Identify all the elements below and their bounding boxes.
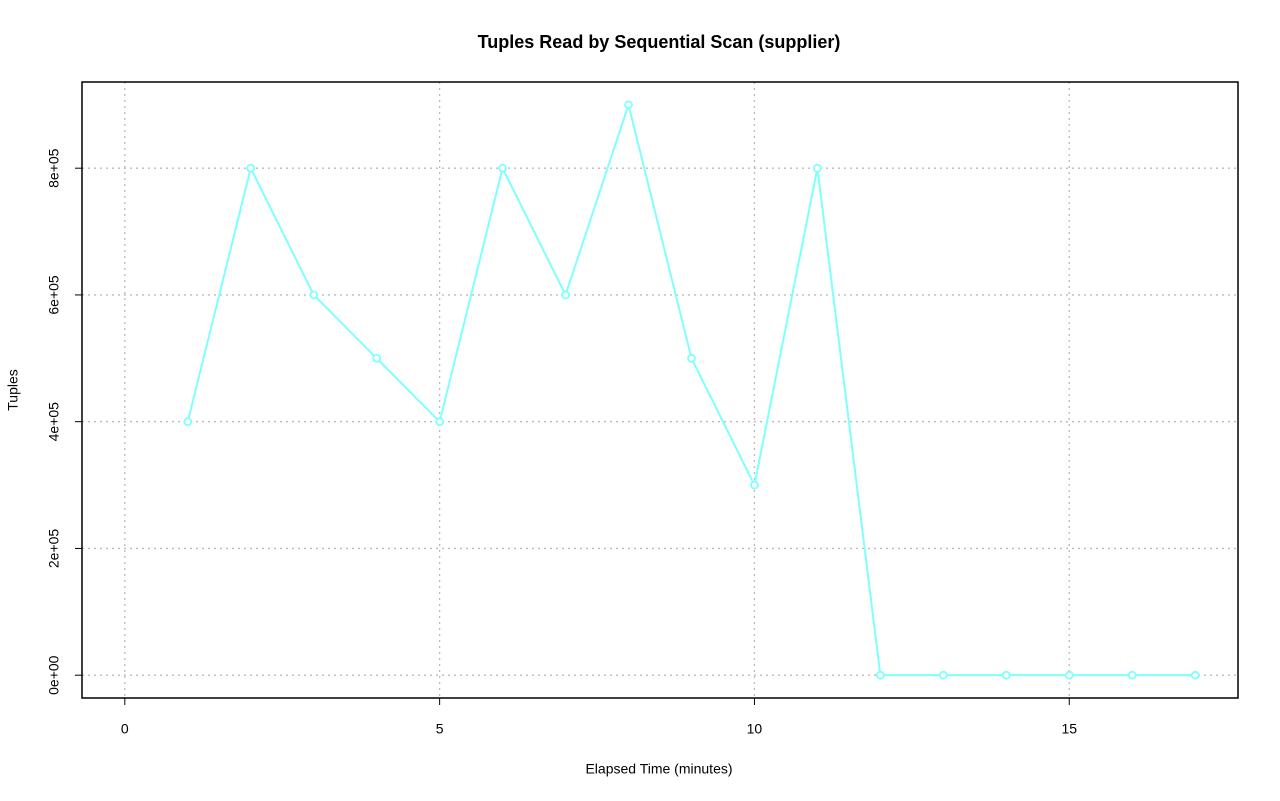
data-point (561, 290, 570, 300)
data-point (183, 417, 193, 427)
chart-title: Tuples Read by Sequential Scan (supplier… (478, 32, 841, 52)
data-point (498, 163, 507, 173)
plot-border (81, 81, 1239, 699)
y-tick-label: 8e+05 (46, 148, 62, 188)
data-point (1001, 670, 1011, 680)
data-point (813, 163, 822, 173)
y-axis-label: Tuples (5, 369, 21, 411)
data-point (246, 163, 256, 173)
y-tick-label: 2e+05 (46, 529, 62, 569)
data-point (750, 480, 759, 490)
data-point (1190, 670, 1200, 680)
y-tick-label: 0e+00 (46, 655, 62, 695)
x-tick-label: 5 (436, 721, 444, 737)
x-tick-label: 10 (747, 721, 763, 737)
x-axis-label: Elapsed Time (minutes) (585, 761, 732, 777)
data-point (624, 100, 633, 110)
data-point (309, 290, 319, 300)
data-point (875, 670, 885, 680)
x-tick-label: 0 (121, 721, 129, 737)
data-point (435, 417, 445, 427)
y-tick-label: 4e+05 (46, 402, 62, 442)
data-point (687, 353, 696, 363)
y-tick-label: 6e+05 (46, 275, 62, 315)
data-point (1127, 670, 1137, 680)
data-point (372, 353, 382, 363)
x-tick-label: 15 (1061, 721, 1077, 737)
data-point (1064, 670, 1074, 680)
data-point (938, 670, 948, 680)
